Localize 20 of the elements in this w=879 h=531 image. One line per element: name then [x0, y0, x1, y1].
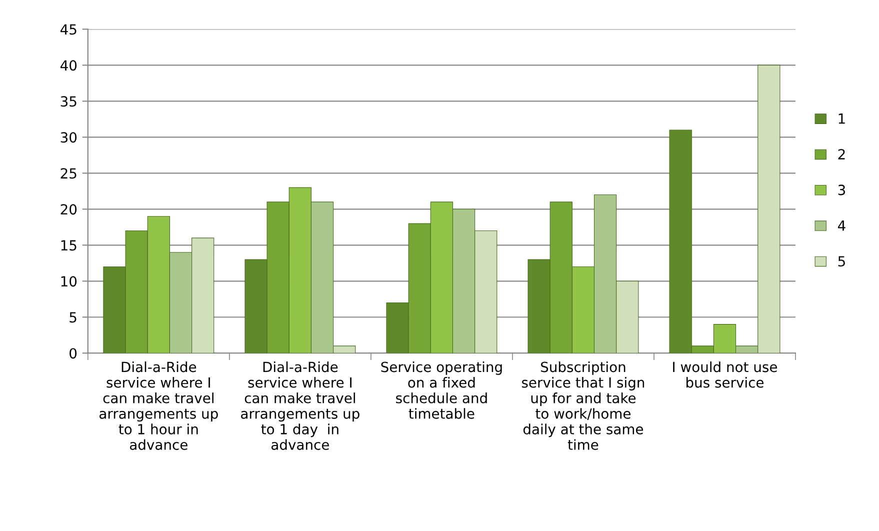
y-tick-label: 5: [70, 312, 76, 323]
legend-label: 4: [838, 220, 846, 231]
y-tick-label: 40: [60, 60, 77, 71]
y-tick-label: 10: [61, 276, 77, 287]
y-tick-label: 30: [60, 132, 77, 143]
x-tick-label: Dial-a-Ride service where I can make travel arrangements up to 1 day in advance: [241, 361, 360, 450]
y-tick-label: 20: [60, 204, 77, 215]
legend-label: 2: [838, 149, 845, 160]
y-tick-label: 25: [60, 168, 76, 179]
y-tick-label: 15: [61, 240, 76, 251]
x-tick-label: Service operating on a fixed schedule and timetable: [381, 361, 502, 419]
legend-label: 1: [838, 114, 845, 124]
y-tick-label: 0: [70, 348, 77, 359]
legend-label: 5: [838, 256, 845, 267]
y-tick-label: 35: [60, 96, 76, 107]
legend-label: 3: [838, 184, 846, 196]
x-tick-label: I would not use bus service: [673, 361, 777, 388]
y-tick-label: 45: [60, 24, 76, 35]
x-tick-label: Subscription service that I sign up for and take to work/home daily at the same time: [522, 361, 644, 450]
x-tick-label: Dial-a-Ride service where I can make travel arrangements up to 1 hour in advance: [100, 361, 218, 450]
